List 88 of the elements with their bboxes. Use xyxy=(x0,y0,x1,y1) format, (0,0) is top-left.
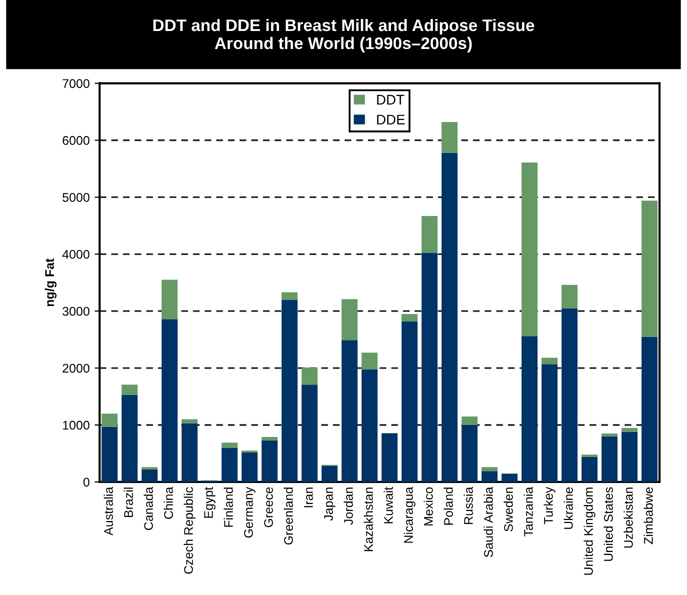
x-tick-label: Japan xyxy=(324,488,336,521)
bar xyxy=(562,308,578,482)
bar xyxy=(402,314,418,322)
x-tick-label: Mexico xyxy=(424,487,433,526)
x-tick-label: United States xyxy=(604,487,613,561)
bar xyxy=(482,467,498,472)
bar xyxy=(122,384,138,395)
x-tick-label: Australia xyxy=(104,486,113,536)
bar xyxy=(582,456,598,482)
bar xyxy=(322,466,338,482)
x-tick-label: Egypt xyxy=(204,486,216,518)
x-tick-label: United Kingdom xyxy=(584,488,596,575)
y-tick-label: 3000 xyxy=(62,306,90,316)
legend-label: DDT xyxy=(377,94,404,104)
bar xyxy=(162,319,178,482)
bar xyxy=(282,300,298,482)
bar xyxy=(222,442,238,448)
y-tick-label: 2000 xyxy=(62,364,90,373)
bar xyxy=(462,425,478,482)
x-tick-label: Uzbekistan xyxy=(624,488,633,548)
bar xyxy=(222,448,238,482)
bar xyxy=(282,292,298,300)
bar xyxy=(142,469,158,482)
y-tick-label: 6000 xyxy=(62,136,90,145)
bar xyxy=(622,428,638,432)
bar xyxy=(482,471,498,482)
x-tick-label: Iran xyxy=(304,488,313,508)
bar xyxy=(562,284,578,308)
x-tick-label: Turkey xyxy=(544,486,556,524)
y-tick-label: 7000 xyxy=(62,79,90,88)
x-tick-label: Kazakhstan xyxy=(364,488,373,552)
bar xyxy=(422,216,438,254)
bar xyxy=(122,394,138,482)
x-tick-label: Greenland xyxy=(284,488,293,545)
x-tick-label: Sweden xyxy=(504,488,513,532)
bar xyxy=(442,152,458,482)
x-tick-label: Nicaragua xyxy=(404,486,416,543)
x-tick-label: Ukraine xyxy=(564,487,573,529)
bar xyxy=(622,432,638,482)
legend-label: DDE xyxy=(377,114,405,124)
bar xyxy=(642,200,658,337)
x-tick-label: Saudi Arabia xyxy=(484,486,493,558)
bar xyxy=(342,299,358,340)
bar xyxy=(302,367,318,385)
x-tick-label: Brazil xyxy=(124,488,133,518)
x-tick-label: Germany xyxy=(244,486,256,538)
x-tick-label: Greece xyxy=(264,487,273,528)
bar xyxy=(242,452,258,482)
y-axis-title: ng/g Fat xyxy=(44,258,57,306)
bar xyxy=(362,352,378,370)
x-tick-label: Tanzania xyxy=(524,486,533,537)
x-tick-label: Jordan xyxy=(344,488,353,525)
bar xyxy=(102,426,118,482)
y-tick-label: 4000 xyxy=(62,250,90,259)
x-tick-label: Zimbabwe xyxy=(644,487,653,544)
y-tick-label: 1000 xyxy=(63,420,90,430)
bar xyxy=(422,253,438,482)
bar xyxy=(642,336,658,482)
bar xyxy=(602,434,618,436)
bar xyxy=(342,340,358,482)
bar xyxy=(382,434,398,482)
x-tick-label: Czech Republic xyxy=(184,487,196,574)
x-tick-label: Finland xyxy=(224,488,233,527)
y-tick-label: 0 xyxy=(83,478,90,487)
bar xyxy=(402,321,418,482)
x-tick-label: Canada xyxy=(144,486,153,530)
bar xyxy=(442,122,458,153)
x-tick-label: Kuwait xyxy=(384,486,393,524)
bar xyxy=(302,384,318,482)
x-tick-label: Poland xyxy=(444,488,453,525)
bar xyxy=(522,336,538,482)
bar xyxy=(542,364,558,482)
bar xyxy=(542,358,558,364)
y-tick-label: 5000 xyxy=(62,193,90,202)
chart-title: DDT and DDE in Breast Milk and Adipose Tissue Around the World (1990s–2000s) xyxy=(153,18,534,52)
bar xyxy=(102,414,118,427)
bar xyxy=(602,436,618,482)
bar xyxy=(462,416,478,425)
bar xyxy=(502,474,518,482)
bar xyxy=(182,419,198,424)
bar xyxy=(182,423,198,482)
bar xyxy=(262,440,278,482)
bar xyxy=(362,369,378,482)
bar xyxy=(262,436,278,440)
bar xyxy=(522,162,538,336)
x-tick-label: Russia xyxy=(464,486,473,524)
x-tick-label: China xyxy=(164,486,173,519)
bar xyxy=(162,280,178,320)
